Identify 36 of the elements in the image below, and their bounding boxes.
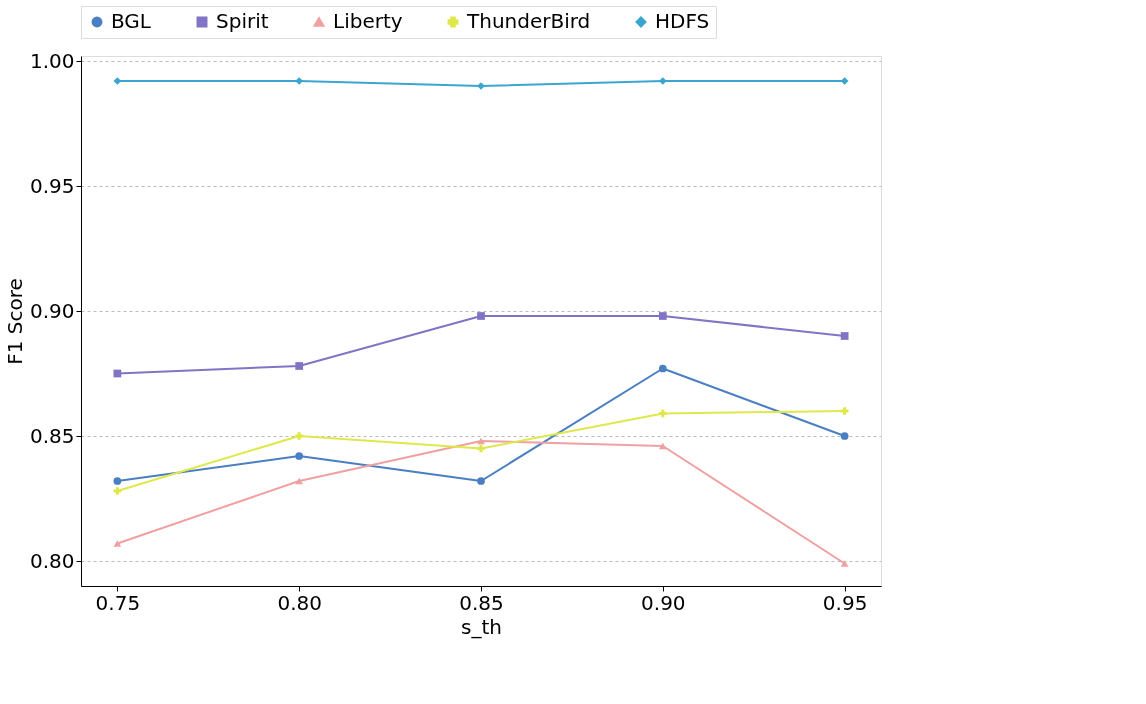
x-tick-label: 0.80 bbox=[277, 590, 322, 615]
point bbox=[113, 369, 122, 378]
point bbox=[113, 477, 122, 485]
point bbox=[840, 332, 849, 340]
x-tick-label: 0.75 bbox=[95, 590, 141, 615]
y-tick-label: 0.90 bbox=[29, 298, 75, 323]
y-tick-label: 1.00 bbox=[29, 48, 75, 73]
y-tick-label: 0.95 bbox=[29, 173, 75, 198]
point bbox=[658, 312, 667, 320]
x-tick-label: 0.85 bbox=[459, 590, 504, 615]
point bbox=[658, 409, 667, 418]
legend-label: ThunderBird bbox=[466, 9, 591, 33]
point bbox=[477, 477, 485, 485]
point bbox=[658, 77, 667, 85]
y-tick-label: 0.80 bbox=[29, 548, 75, 573]
point bbox=[658, 364, 667, 373]
point bbox=[477, 444, 485, 453]
y-tick-label: 0.85 bbox=[29, 423, 75, 448]
legend-label: Spirit bbox=[216, 9, 269, 33]
legend-label: Liberty bbox=[333, 9, 403, 33]
point bbox=[295, 432, 304, 440]
point bbox=[295, 77, 304, 85]
y-axis-title: F1 Score bbox=[2, 278, 27, 365]
point bbox=[840, 560, 849, 567]
x-tick-label: 0.90 bbox=[641, 590, 686, 615]
legend-label: BGL bbox=[111, 9, 152, 33]
point bbox=[295, 362, 304, 370]
point bbox=[295, 452, 304, 460]
x-tick-label: 0.95 bbox=[822, 590, 868, 615]
point bbox=[113, 487, 122, 495]
x-axis-title: s_th bbox=[461, 614, 502, 639]
legend-label: HDFS bbox=[655, 9, 710, 33]
point bbox=[840, 432, 849, 440]
point bbox=[477, 312, 485, 320]
point bbox=[840, 407, 849, 415]
point bbox=[113, 540, 122, 547]
